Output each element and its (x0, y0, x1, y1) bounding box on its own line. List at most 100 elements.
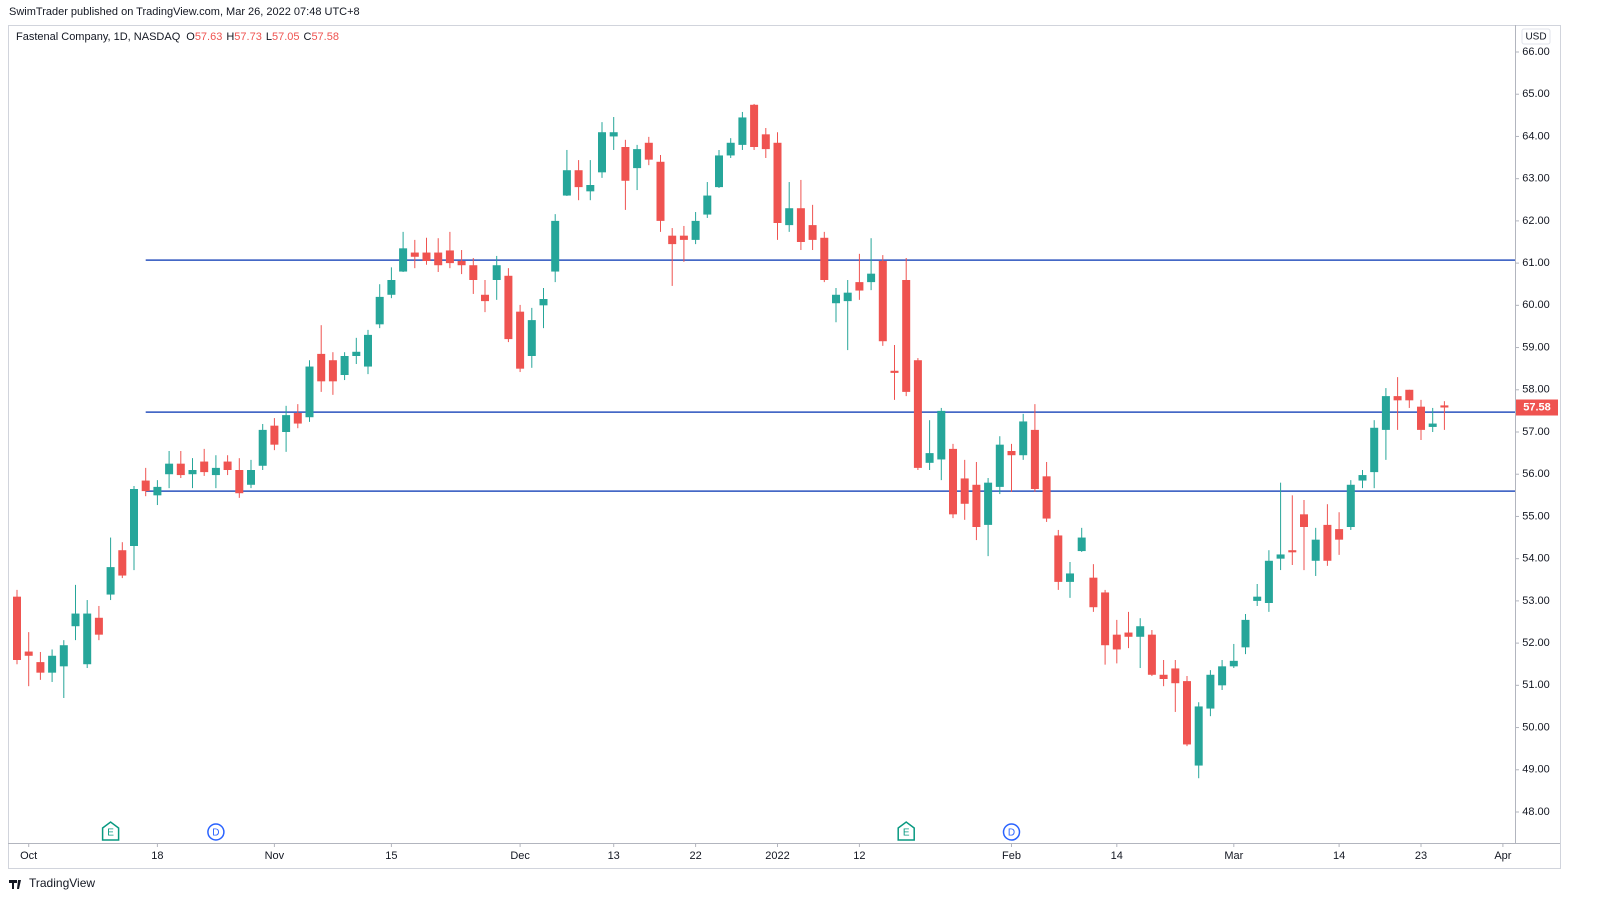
candle-body (750, 104, 759, 147)
candle-body (24, 651, 33, 656)
candle-body (1311, 539, 1320, 561)
x-tick-label: Apr (1494, 850, 1511, 862)
candle-body (141, 480, 150, 492)
candle-body (48, 655, 57, 673)
candle-body (1405, 389, 1414, 401)
candle-body (761, 134, 770, 150)
legend-value: 57.73 (234, 31, 262, 43)
candle-body (902, 280, 911, 392)
candle-body (457, 261, 466, 266)
candle-body (481, 294, 489, 302)
candle-body (715, 155, 723, 188)
x-tick-label: Oct (20, 850, 37, 862)
legend-value: 57.63 (195, 31, 223, 43)
event-label: D (212, 828, 219, 839)
x-tick-label: 15 (385, 850, 397, 862)
candle-body (83, 613, 92, 665)
candle-body (773, 142, 782, 223)
candle-body (1194, 706, 1203, 766)
x-tick-label: 22 (689, 850, 701, 862)
y-tick-label: 58.00 (1522, 384, 1550, 396)
candle-body (586, 185, 595, 192)
candle-body (469, 265, 478, 280)
y-tick-label: 57.00 (1522, 426, 1550, 438)
y-tick-label: 53.00 (1522, 595, 1550, 607)
candle-body (352, 351, 361, 356)
candle-body (668, 235, 677, 245)
candle-body (492, 265, 501, 280)
candle-body (574, 170, 583, 188)
candle-body (691, 220, 700, 240)
candle-body (118, 550, 127, 576)
y-tick-label: 56.00 (1522, 468, 1550, 480)
candle-body (527, 320, 536, 356)
dividend-icon (207, 823, 225, 841)
legend: Fastenal Company, 1D, NASDAQ O57.63 H57.73… (16, 31, 339, 43)
candle-body (317, 353, 326, 382)
candle-body (1159, 674, 1168, 679)
candle-body (364, 334, 372, 367)
candle-body (235, 470, 244, 494)
x-tick-label: 12 (853, 850, 865, 862)
candle-body (633, 149, 642, 169)
candle-body (375, 296, 384, 325)
candle-body (925, 453, 934, 463)
y-tick-label: 49.00 (1522, 764, 1550, 776)
candle-body (1417, 406, 1425, 430)
candle-body (13, 596, 21, 660)
candle-body (504, 275, 513, 340)
candle-body (1206, 674, 1215, 709)
candle-body (1124, 632, 1133, 637)
candle-body (1381, 396, 1390, 430)
candle-body (410, 252, 419, 257)
x-tick-label: 2022 (765, 850, 789, 862)
candle-body (1042, 476, 1051, 519)
y-tick-label: 59.00 (1522, 341, 1550, 353)
legend-key: L (266, 31, 272, 43)
candle-body (1136, 626, 1145, 637)
legend-key: C (303, 31, 311, 43)
legend-value: 57.05 (272, 31, 300, 43)
y-tick-label: 66.00 (1522, 46, 1550, 58)
legend-value: 57.58 (311, 31, 339, 43)
candle-body (644, 142, 653, 160)
dividend-icon (1002, 823, 1021, 841)
candle-body (785, 208, 794, 226)
candle-body (949, 448, 957, 515)
candle-body (305, 366, 314, 418)
x-tick-label: Dec (510, 850, 530, 862)
candle-body (679, 235, 688, 240)
candle-body (200, 461, 209, 473)
candle-body (71, 613, 80, 627)
candle-body (1007, 451, 1016, 456)
y-tick-label: 65.00 (1522, 88, 1550, 100)
candle-body (153, 486, 162, 496)
candle-body (621, 147, 630, 181)
candle-body (270, 425, 279, 445)
last-price-box (1516, 399, 1558, 416)
candle-body (1101, 592, 1110, 646)
x-tick-label: Nov (265, 850, 285, 862)
candle-body (890, 370, 899, 373)
legend-key: H (226, 31, 234, 43)
candle-body (913, 360, 922, 468)
candle-body (832, 294, 840, 304)
candle-body (176, 463, 185, 476)
y-tick-label: 62.00 (1522, 215, 1550, 227)
candle-body (258, 429, 267, 466)
candle-body (387, 280, 396, 295)
candle-body (223, 461, 232, 470)
event-label: D (1008, 828, 1015, 839)
y-tick-label: 63.00 (1522, 173, 1550, 185)
earnings-icon (897, 821, 915, 841)
candle-body (1428, 423, 1437, 427)
publisher-line: SwimTrader published on TradingView.com,… (9, 6, 360, 18)
candle-body (843, 292, 852, 302)
currency-label: USD (1525, 32, 1546, 43)
candle-body (247, 470, 255, 485)
candle-body (328, 360, 337, 382)
candle-body (1440, 405, 1449, 408)
